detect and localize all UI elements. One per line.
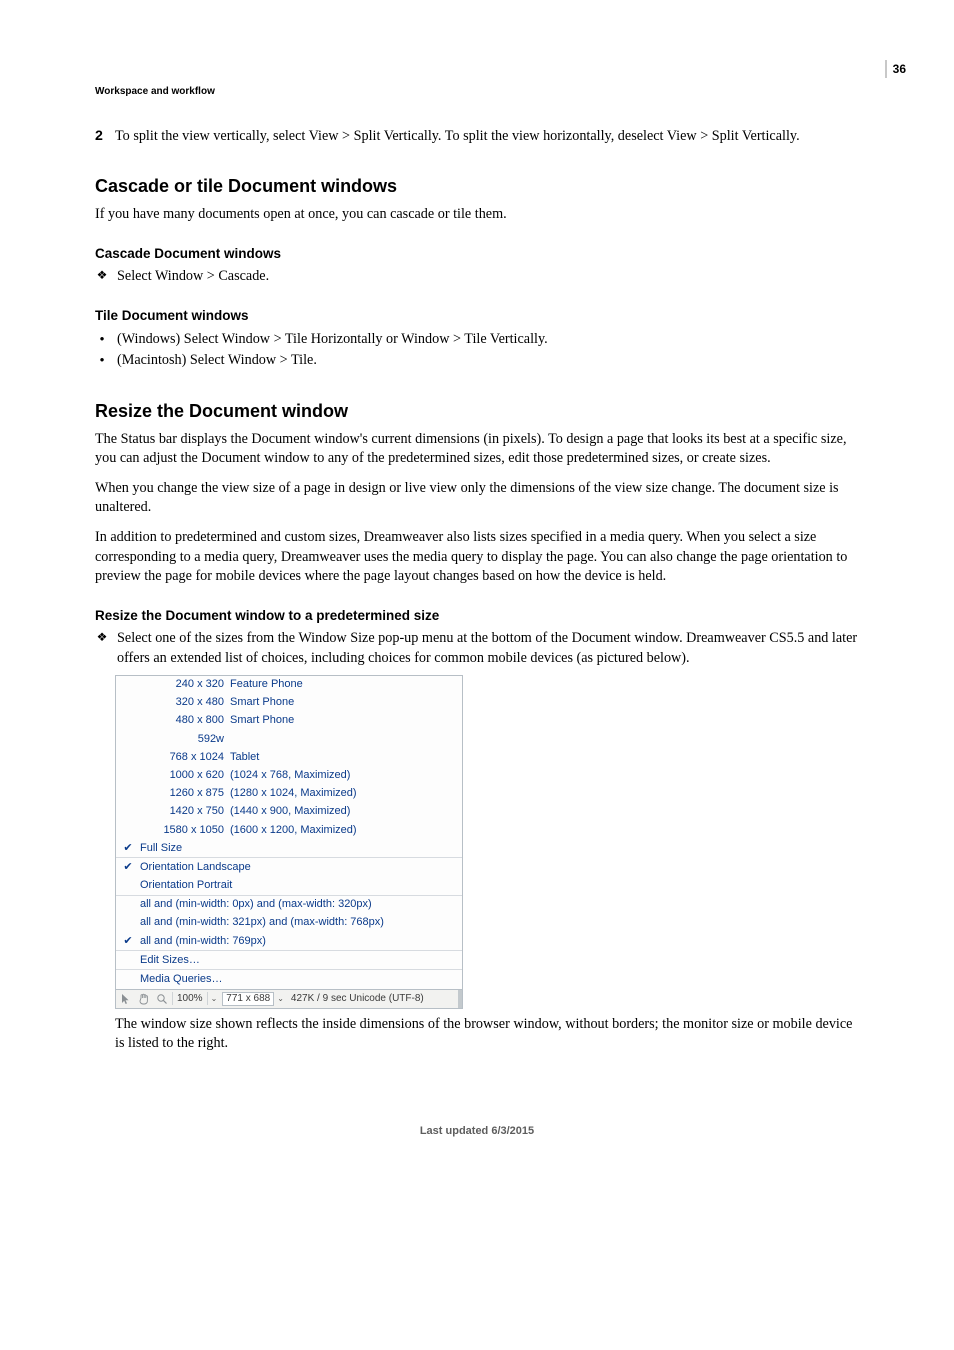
- disc-bullet-icon: [95, 330, 109, 350]
- li-cascade: Select Window > Cascade.: [117, 267, 269, 287]
- zoom-icon[interactable]: [154, 991, 170, 1007]
- size-label: (1600 x 1200, Maximized): [230, 823, 454, 838]
- disc-bullet-icon: [95, 351, 109, 371]
- li-tile-mac: (Macintosh) Select Window > Tile.: [117, 351, 317, 371]
- size-label: (1440 x 900, Maximized): [230, 804, 454, 819]
- para-resize-1: The Status bar displays the Document win…: [95, 430, 859, 469]
- size-dim: 1420 x 750: [140, 804, 224, 819]
- heading-tile-doc: Tile Document windows: [95, 307, 859, 326]
- menu-item-edit-sizes[interactable]: Edit Sizes…: [116, 951, 462, 969]
- menu-item-orientation-landscape[interactable]: ✔ Orientation Landscape: [116, 858, 462, 876]
- menu-label: Orientation Landscape: [140, 860, 454, 875]
- chevron-down-icon[interactable]: ⌄: [208, 993, 221, 1004]
- size-label: Smart Phone: [230, 713, 454, 728]
- hand-icon[interactable]: [136, 991, 152, 1007]
- diamond-bullet-icon: [95, 267, 109, 287]
- heading-resize-predetermined: Resize the Document window to a predeter…: [95, 607, 859, 626]
- list-item: (Windows) Select Window > Tile Horizonta…: [95, 330, 859, 350]
- size-dim: 1000 x 620: [140, 768, 224, 783]
- step-number: 2: [95, 127, 107, 147]
- step-2: 2 To split the view vertically, select V…: [95, 127, 859, 147]
- menu-label: Orientation Portrait: [140, 878, 454, 893]
- menu-item-media-queries[interactable]: Media Queries…: [116, 970, 462, 988]
- menu-label: Edit Sizes…: [140, 953, 454, 968]
- heading-cascade-doc: Cascade Document windows: [95, 245, 859, 264]
- zoom-value[interactable]: 100%: [172, 992, 208, 1006]
- breadcrumb: Workspace and workflow: [95, 85, 859, 99]
- menu-item-size[interactable]: 1000 x 620 (1024 x 768, Maximized): [116, 767, 462, 785]
- menu-item-orientation-portrait[interactable]: Orientation Portrait: [116, 877, 462, 895]
- chevron-down-icon[interactable]: ⌄: [274, 993, 287, 1004]
- status-bar: 100% ⌄ 771 x 688 ⌄ 427K / 9 sec Unicode …: [115, 990, 463, 1009]
- size-dim: 1260 x 875: [140, 786, 224, 801]
- li-tile-win: (Windows) Select Window > Tile Horizonta…: [117, 330, 548, 350]
- menu-item-full-size[interactable]: ✔ Full Size: [116, 839, 462, 857]
- window-size-menu: 240 x 320 Feature Phone 320 x 480 Smart …: [115, 675, 463, 990]
- menu-label: all and (min-width: 0px) and (max-width:…: [140, 897, 454, 912]
- menu-item-media-query[interactable]: all and (min-width: 321px) and (max-widt…: [116, 914, 462, 932]
- pointer-icon[interactable]: [118, 991, 134, 1007]
- menu-item-size[interactable]: 768 x 1024 Tablet: [116, 748, 462, 766]
- list-item: (Macintosh) Select Window > Tile.: [95, 351, 859, 371]
- list-item: Select one of the sizes from the Window …: [95, 629, 859, 668]
- check-icon: ✔: [122, 843, 134, 854]
- para-cascade: If you have many documents open at once,…: [95, 205, 859, 225]
- size-dim: 592w: [140, 732, 224, 747]
- size-label: (1024 x 768, Maximized): [230, 768, 454, 783]
- heading-resize: Resize the Document window: [95, 399, 859, 424]
- size-label: Feature Phone: [230, 677, 454, 692]
- menu-item-size[interactable]: 320 x 480 Smart Phone: [116, 694, 462, 712]
- menu-item-size[interactable]: 1420 x 750 (1440 x 900, Maximized): [116, 803, 462, 821]
- check-icon: ✔: [122, 862, 134, 873]
- page-footer: Last updated 6/3/2015: [95, 1124, 859, 1139]
- menu-item-size[interactable]: 480 x 800 Smart Phone: [116, 712, 462, 730]
- menu-item-size[interactable]: 1580 x 1050 (1600 x 1200, Maximized): [116, 821, 462, 839]
- menu-item-media-query[interactable]: ✔ all and (min-width: 769px): [116, 932, 462, 950]
- menu-label: Media Queries…: [140, 972, 454, 987]
- page-number: 36: [885, 60, 906, 80]
- window-size-menu-figure: 240 x 320 Feature Phone 320 x 480 Smart …: [115, 675, 859, 1009]
- page-number-value: 36: [885, 60, 906, 78]
- para-after-figure: The window size shown reflects the insid…: [115, 1015, 859, 1054]
- size-label: Smart Phone: [230, 695, 454, 710]
- para-resize-3: In addition to predetermined and custom …: [95, 528, 859, 587]
- status-info: 427K / 9 sec Unicode (UTF-8): [287, 992, 458, 1006]
- size-label: (1280 x 1024, Maximized): [230, 786, 454, 801]
- diamond-bullet-icon: [95, 629, 109, 668]
- menu-item-media-query[interactable]: all and (min-width: 0px) and (max-width:…: [116, 896, 462, 914]
- size-dim: 1580 x 1050: [140, 823, 224, 838]
- menu-label: all and (min-width: 321px) and (max-widt…: [140, 915, 454, 930]
- menu-item-size[interactable]: 592w: [116, 730, 462, 748]
- menu-item-size[interactable]: 240 x 320 Feature Phone: [116, 676, 462, 694]
- step-text: To split the view vertically, select Vie…: [115, 127, 859, 147]
- menu-item-size[interactable]: 1260 x 875 (1280 x 1024, Maximized): [116, 785, 462, 803]
- status-endcap: [458, 990, 462, 1008]
- window-size-field[interactable]: 771 x 688: [222, 992, 274, 1006]
- list-item: Select Window > Cascade.: [95, 267, 859, 287]
- menu-label: all and (min-width: 769px): [140, 934, 454, 949]
- size-dim: 240 x 320: [140, 677, 224, 692]
- size-dim: 480 x 800: [140, 713, 224, 728]
- size-dim: 320 x 480: [140, 695, 224, 710]
- size-dim: 768 x 1024: [140, 750, 224, 765]
- menu-label: Full Size: [140, 841, 454, 856]
- heading-cascade-tile: Cascade or tile Document windows: [95, 174, 859, 199]
- para-resize-2: When you change the view size of a page …: [95, 479, 859, 518]
- li-resize-pre: Select one of the sizes from the Window …: [117, 629, 859, 668]
- check-icon: ✔: [122, 936, 134, 947]
- size-label: Tablet: [230, 750, 454, 765]
